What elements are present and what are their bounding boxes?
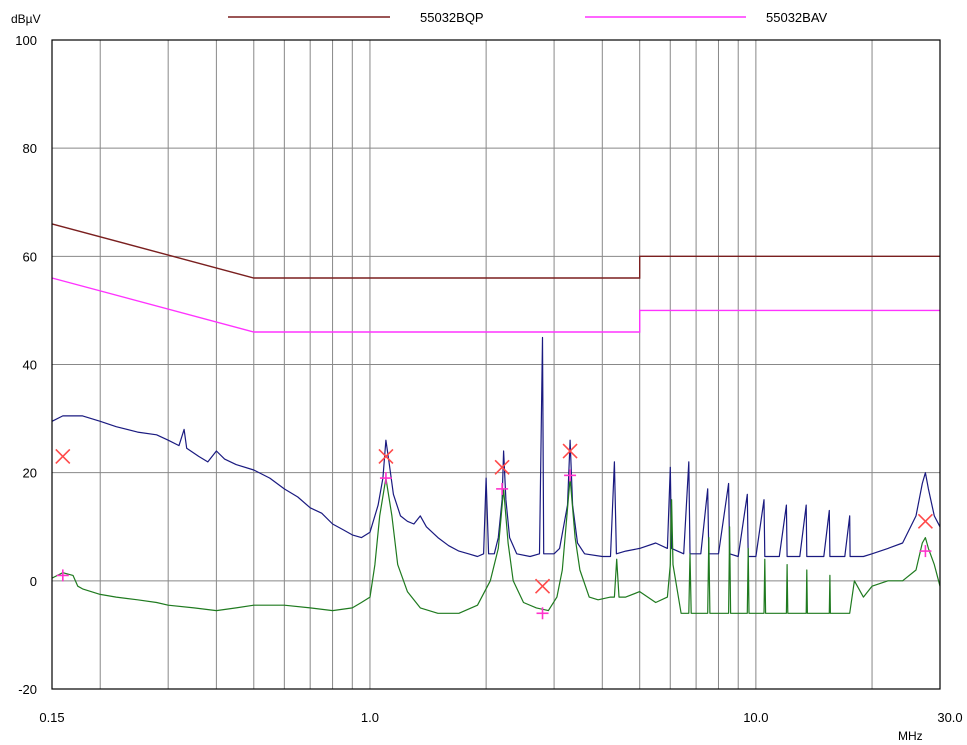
peak-trace (51, 336, 941, 558)
av-marker (379, 472, 392, 485)
x-tick-label: 30.0 (937, 710, 962, 725)
av-marker (56, 569, 69, 582)
x-tick-label: 1.0 (361, 710, 379, 725)
qp-marker (55, 448, 71, 465)
av-marker (564, 469, 577, 482)
x-tick-label: 0.15 (39, 710, 64, 725)
y-tick-label: 60 (23, 249, 37, 264)
x-tick-labels: 0.15 1.0 10.0 30.0 (39, 710, 962, 725)
legend-entry: 55032BQP (228, 10, 484, 25)
measurement-traces (51, 336, 941, 614)
grid (52, 39, 940, 690)
y-tick-label: 80 (23, 141, 37, 156)
qp-marker (534, 578, 551, 594)
y-axis-unit: dBµV (11, 12, 41, 26)
legend-label: 55032BQP (420, 10, 484, 25)
qp-marker (494, 459, 510, 475)
x-axis-unit: MHz (898, 729, 923, 743)
limit-lines (51, 223, 940, 333)
y-tick-label: -20 (18, 682, 37, 697)
x-tick-label: 10.0 (743, 710, 768, 725)
y-tick-label: 20 (23, 466, 37, 481)
qp-marker (917, 513, 933, 529)
legend-label: 55032BAV (766, 10, 828, 25)
y-tick-labels: 100 80 60 40 20 0 -20 (15, 33, 37, 697)
qp-marker (562, 443, 578, 459)
plot-frame (51, 39, 941, 690)
av-marker (536, 607, 549, 620)
legend-entry: 55032BAV (585, 10, 828, 25)
y-tick-label: 0 (30, 574, 37, 589)
y-tick-label: 100 (15, 33, 37, 48)
av-marker (496, 482, 509, 495)
markers (55, 443, 933, 620)
y-tick-label: 40 (23, 358, 37, 373)
qp-marker (378, 448, 394, 465)
legend: 55032BQP 55032BAV (228, 10, 828, 25)
av-marker (919, 545, 932, 558)
average-trace (51, 477, 941, 614)
limit-line-qp (51, 223, 940, 279)
limit-line-av (51, 277, 940, 333)
